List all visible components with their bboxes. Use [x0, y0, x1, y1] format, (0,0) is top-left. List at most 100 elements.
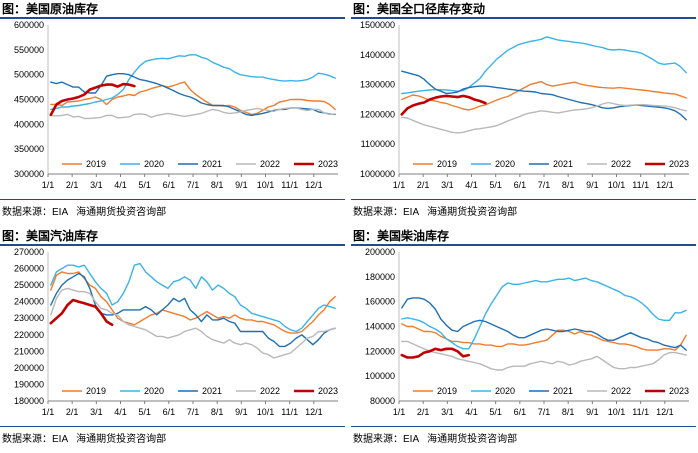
- y-tick-label: 180000: [365, 272, 395, 282]
- y-tick-label: 500000: [14, 70, 44, 80]
- legend-label-2019: 2019: [437, 386, 457, 396]
- x-tick-label: 2/1: [417, 407, 430, 417]
- x-tick-label: 7/1: [187, 407, 200, 417]
- legend-label-2020: 2020: [495, 159, 515, 169]
- x-tick-label: 9/1: [235, 180, 248, 190]
- legend-label-2021: 2021: [202, 386, 222, 396]
- x-tick-label: 3/1: [90, 407, 103, 417]
- panel-total-inventory-change: 图：美国全口径库存变动 1000000 1100000 1200000 1300000…: [351, 0, 696, 226]
- y-tick-label: 600000: [14, 20, 44, 30]
- source-provider: 海通期货投资咨询部: [76, 207, 167, 218]
- panel-diesel-inventory: 图：美国柴油库存 80000 100000 120000 140000 160000 18…: [351, 227, 696, 453]
- footer-divider: [0, 426, 345, 427]
- y-tick-label: 140000: [365, 322, 395, 332]
- legend-label-2019: 2019: [86, 386, 106, 396]
- chart-title: 图：美国原油库存: [2, 2, 99, 16]
- series-line-2021: [50, 73, 336, 117]
- y-tick-label: 160000: [365, 297, 395, 307]
- legend-label-2022: 2022: [260, 159, 280, 169]
- legend-label-2023: 2023: [318, 386, 338, 396]
- x-tick-label: 7/1: [187, 180, 200, 190]
- source-note: 数据来源：EIA 海通期货投资咨询部: [353, 430, 525, 445]
- x-tick-label: 4/1: [114, 407, 127, 417]
- y-tick-label: 300000: [14, 169, 44, 179]
- footer-divider: [0, 199, 345, 200]
- source-label: 数据来源：: [353, 434, 403, 445]
- x-tick-label: 11/1: [281, 180, 298, 190]
- x-tick-label: 4/1: [465, 407, 478, 417]
- source-org: EIA: [52, 434, 69, 445]
- y-tick-label: 230000: [14, 313, 44, 323]
- series-line-2022: [401, 340, 687, 371]
- y-tick-label: 1000000: [360, 169, 395, 179]
- legend-label-2020: 2020: [495, 386, 515, 396]
- title-divider: [351, 17, 696, 19]
- x-tick-label: 9/1: [586, 407, 599, 417]
- series-line-2022: [50, 287, 336, 359]
- x-tick-label: 7/1: [538, 407, 551, 417]
- y-tick-label: 1200000: [360, 109, 395, 119]
- legend-label-2022: 2022: [260, 386, 280, 396]
- x-tick-label: 5/1: [138, 407, 151, 417]
- x-tick-label: 1/1: [393, 180, 406, 190]
- line-chart: 1000000 1100000 1200000 1300000 1400000 15000…: [360, 20, 689, 190]
- x-tick-label: 6/1: [163, 180, 176, 190]
- x-tick-label: 12/1: [656, 180, 674, 190]
- x-tick-label: 1/1: [42, 407, 55, 417]
- legend-label-2019: 2019: [437, 159, 457, 169]
- panel-gasoline-inventory: 图：美国汽油库存 180000 190000 200000 210000 220000 2…: [0, 227, 345, 453]
- x-tick-label: 2/1: [66, 180, 79, 190]
- panel-crude-inventory: 图：美国原油库存 300000 350000 400000 450000 500000 5…: [0, 0, 345, 226]
- x-tick-label: 3/1: [441, 407, 454, 417]
- y-tick-label: 400000: [14, 119, 44, 129]
- x-tick-label: 10/1: [608, 180, 626, 190]
- line-chart: 80000 100000 120000 140000 160000 180000 20000…: [365, 247, 689, 417]
- x-tick-label: 2/1: [66, 407, 79, 417]
- y-tick-label: 270000: [14, 247, 44, 257]
- chart-title: 图：美国汽油库存: [2, 229, 99, 243]
- x-tick-label: 3/1: [90, 180, 103, 190]
- x-tick-label: 6/1: [514, 180, 527, 190]
- y-tick-label: 180000: [14, 396, 44, 406]
- source-label: 数据来源：: [353, 207, 403, 218]
- legend-label-2021: 2021: [553, 159, 573, 169]
- legend-label-2021: 2021: [202, 159, 222, 169]
- y-tick-label: 1500000: [360, 20, 395, 30]
- source-provider: 海通期货投资咨询部: [427, 434, 518, 445]
- source-provider: 海通期货投资咨询部: [427, 207, 518, 218]
- line-chart: 180000 190000 200000 210000 220000 230000 2400…: [14, 247, 338, 417]
- legend-label-2023: 2023: [669, 159, 689, 169]
- x-tick-label: 5/1: [489, 180, 502, 190]
- y-tick-label: 200000: [14, 363, 44, 373]
- x-tick-label: 4/1: [114, 180, 127, 190]
- series-line-2020: [401, 36, 687, 95]
- x-tick-label: 8/1: [211, 180, 224, 190]
- series-line-2019: [50, 271, 336, 334]
- title-divider: [0, 17, 345, 19]
- source-provider: 海通期货投资咨询部: [76, 434, 167, 445]
- line-chart: 300000 350000 400000 450000 500000 550000 6000…: [14, 20, 338, 190]
- series-line-2019: [50, 81, 336, 116]
- series-line-2019: [401, 80, 687, 111]
- footer-divider: [351, 199, 696, 200]
- y-tick-label: 200000: [365, 247, 395, 257]
- y-tick-label: 80000: [370, 396, 395, 406]
- source-org: EIA: [403, 207, 420, 218]
- x-tick-label: 3/1: [441, 180, 454, 190]
- x-tick-label: 12/1: [305, 180, 323, 190]
- series-line-2020: [401, 277, 687, 350]
- x-tick-label: 1/1: [393, 407, 406, 417]
- x-tick-label: 5/1: [138, 180, 151, 190]
- x-tick-label: 1/1: [42, 180, 55, 190]
- y-tick-label: 1400000: [360, 50, 395, 60]
- y-tick-label: 100000: [365, 371, 395, 381]
- x-tick-label: 11/1: [632, 180, 649, 190]
- source-note: 数据来源：EIA 海通期货投资咨询部: [353, 203, 525, 218]
- legend-label-2019: 2019: [86, 159, 106, 169]
- y-tick-label: 1100000: [361, 139, 395, 149]
- y-tick-label: 240000: [14, 297, 44, 307]
- legend-label-2020: 2020: [144, 386, 164, 396]
- y-tick-label: 210000: [14, 346, 44, 356]
- y-tick-label: 260000: [14, 264, 44, 274]
- title-divider: [0, 244, 345, 246]
